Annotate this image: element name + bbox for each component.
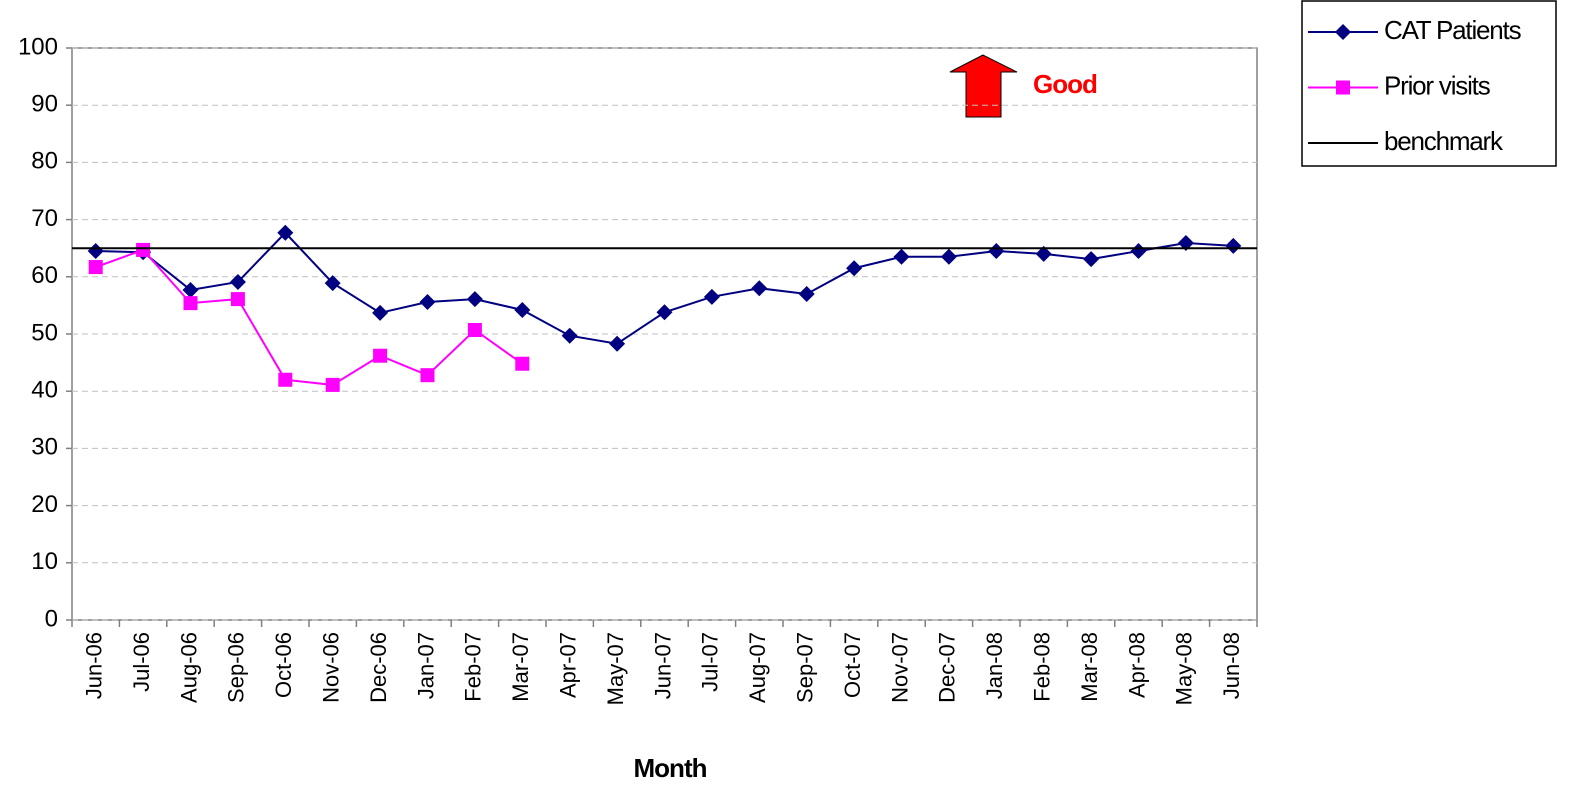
legend-marker: [1335, 24, 1351, 40]
x-tick-label: Nov-07: [887, 632, 912, 703]
marker: [751, 280, 768, 297]
x-tick-label: May-07: [603, 632, 628, 705]
x-tick-label: Dec-07: [935, 632, 960, 703]
y-tick-label: 10: [31, 548, 58, 575]
marker: [656, 304, 673, 321]
marker: [229, 273, 246, 290]
marker: [182, 281, 199, 298]
y-tick-label: 90: [31, 91, 58, 118]
good-arrow: [949, 54, 1018, 118]
x-tick-label: Feb-08: [1030, 632, 1055, 702]
marker: [277, 224, 294, 241]
x-axis-label: Month: [634, 753, 707, 783]
x-tick-label: May-08: [1172, 632, 1197, 705]
x-tick-label: Jun-06: [82, 632, 107, 699]
x-tick-label: Mar-08: [1077, 632, 1102, 702]
marker: [893, 248, 910, 265]
marker: [514, 301, 531, 318]
x-tick-label: Feb-07: [461, 632, 486, 702]
marker: [373, 348, 388, 363]
y-tick-label: 80: [31, 148, 58, 175]
legend-label: Prior visits: [1384, 70, 1491, 100]
y-tick-label: 60: [31, 262, 58, 289]
y-tick-label: 0: [45, 605, 58, 632]
legend-label: benchmark: [1384, 126, 1504, 156]
marker: [798, 285, 815, 302]
marker: [372, 304, 389, 321]
marker: [419, 293, 436, 310]
marker: [325, 377, 340, 392]
marker: [1035, 245, 1052, 262]
marker: [88, 260, 103, 275]
series-line: [95, 231, 1234, 345]
x-tick-label: Jul-07: [698, 632, 723, 692]
series-line: [95, 248, 523, 386]
y-tick-label: 50: [31, 319, 58, 346]
marker: [324, 275, 341, 292]
marker: [988, 243, 1005, 260]
marker: [420, 368, 435, 383]
x-tick-label: Apr-08: [1124, 632, 1149, 698]
x-tick-label: Mar-07: [508, 632, 533, 702]
x-tick-label: Sep-06: [224, 632, 249, 703]
marker: [278, 372, 293, 387]
marker: [515, 356, 530, 371]
x-tick-label: Apr-07: [556, 632, 581, 698]
annotation: Good: [1033, 69, 1097, 99]
x-tick-label: Oct-06: [271, 632, 296, 698]
y-tick-label: 100: [18, 33, 58, 60]
y-tick-label: 40: [31, 377, 58, 404]
x-tick-label: Sep-07: [793, 632, 818, 703]
marker: [467, 322, 482, 337]
marker: [846, 260, 863, 277]
marker: [703, 288, 720, 305]
x-tick-label: Jun-07: [650, 632, 675, 699]
x-tick-label: Jun-08: [1219, 632, 1244, 699]
x-tick-label: Jul-06: [129, 632, 154, 692]
x-tick-label: Aug-07: [745, 632, 770, 703]
y-tick-label: 70: [31, 205, 58, 232]
marker: [561, 327, 578, 344]
marker: [466, 291, 483, 308]
marker: [940, 248, 957, 265]
marker: [1083, 251, 1100, 268]
x-tick-label: Jan-07: [413, 632, 438, 699]
x-tick-label: Oct-07: [840, 632, 865, 698]
marker: [1225, 237, 1242, 254]
y-tick-label: 20: [31, 491, 58, 518]
legend-label: CAT Patients: [1384, 15, 1522, 45]
marker: [230, 292, 245, 307]
x-tick-label: Aug-06: [176, 632, 201, 703]
x-tick-label: Jan-08: [982, 632, 1007, 699]
marker: [609, 335, 626, 352]
y-tick-label: 30: [31, 434, 58, 461]
x-tick-label: Dec-06: [366, 632, 391, 703]
marker: [183, 296, 198, 311]
marker: [87, 243, 104, 260]
legend-marker: [1336, 80, 1350, 95]
marker: [136, 242, 151, 257]
marker: [1130, 243, 1147, 260]
marker: [1177, 235, 1194, 252]
x-tick-label: Nov-06: [319, 632, 344, 703]
